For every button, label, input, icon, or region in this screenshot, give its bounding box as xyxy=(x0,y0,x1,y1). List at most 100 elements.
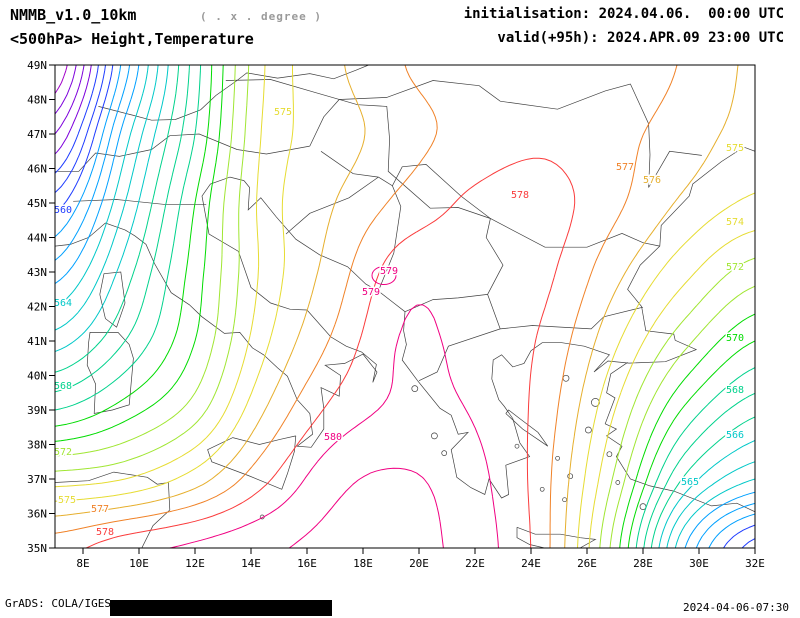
contour-569 xyxy=(55,65,755,548)
svg-text:574: 574 xyxy=(726,217,744,228)
corsica xyxy=(99,271,126,328)
svg-text:572: 572 xyxy=(54,447,72,458)
island xyxy=(562,497,567,503)
lon-label: 18E xyxy=(353,557,373,570)
island xyxy=(555,455,560,461)
svg-text:580: 580 xyxy=(324,432,342,443)
balkan-aegean-blacksea-coast xyxy=(243,146,755,499)
crete xyxy=(516,526,597,548)
svg-text:576: 576 xyxy=(643,175,661,186)
contour-568 xyxy=(55,65,755,548)
island xyxy=(615,480,621,485)
island xyxy=(539,486,545,492)
contour-560 xyxy=(55,65,755,548)
pannonia-border xyxy=(320,151,491,219)
contour-563 xyxy=(55,65,755,548)
lon-label: 16E xyxy=(297,557,317,570)
map-outlines xyxy=(55,65,755,548)
svg-text:566: 566 xyxy=(726,430,744,441)
contour-579 xyxy=(169,304,499,548)
lon-label: 14E xyxy=(241,557,261,570)
lat-label: 40N xyxy=(27,370,47,383)
lat-label: 44N xyxy=(27,232,47,245)
contour-578 xyxy=(85,157,576,548)
lon-label: 22E xyxy=(465,557,485,570)
lat-label: 43N xyxy=(27,266,47,279)
contour-557 xyxy=(55,65,92,155)
italy-coast xyxy=(55,176,378,448)
island xyxy=(606,451,613,458)
svg-text:568: 568 xyxy=(726,385,744,396)
lat-label: 46N xyxy=(27,163,47,176)
render-timestamp: 2024-04-06-07:30 xyxy=(683,601,789,614)
lon-label: 28E xyxy=(633,557,653,570)
lon-label: 26E xyxy=(577,557,597,570)
svg-text:577: 577 xyxy=(91,504,109,515)
euboea xyxy=(505,409,549,447)
svg-text:578: 578 xyxy=(96,527,114,538)
contour-559 xyxy=(55,65,755,548)
svg-text:565: 565 xyxy=(681,477,699,488)
footer-bar xyxy=(110,600,332,616)
field-title: <500hPa> Height,Temperature xyxy=(10,30,254,48)
svg-text:560: 560 xyxy=(54,205,72,216)
lon-label: 12E xyxy=(185,557,205,570)
lon-label: 24E xyxy=(521,557,541,570)
svg-text:575: 575 xyxy=(274,107,292,118)
lon-label: 20E xyxy=(409,557,429,570)
svg-text:579: 579 xyxy=(380,266,398,277)
lat-label: 47N xyxy=(27,128,47,141)
danube-river xyxy=(225,79,660,248)
contour-558 xyxy=(55,65,99,174)
svg-text:572: 572 xyxy=(726,262,744,273)
north-africa-coast xyxy=(55,471,171,548)
contour-567 xyxy=(55,65,755,548)
contour-561 xyxy=(55,65,755,548)
albania-macedonia-border xyxy=(404,294,488,313)
contour-562 xyxy=(55,65,755,548)
serbia-bulgaria-border xyxy=(485,218,504,330)
contour-555 xyxy=(55,65,77,115)
lon-label: 8E xyxy=(76,557,89,570)
contour-572 xyxy=(55,65,755,548)
anatolia-west-coast xyxy=(604,362,755,513)
contour-576 xyxy=(55,65,739,548)
lat-label: 36N xyxy=(27,508,47,521)
contour-574 xyxy=(55,65,755,548)
grads-credit: GrADS: COLA/IGES xyxy=(5,597,111,610)
contour-566 xyxy=(55,65,755,548)
island xyxy=(585,426,592,434)
contour-573 xyxy=(55,65,755,548)
lat-label: 45N xyxy=(27,197,47,210)
lon-label: 10E xyxy=(129,557,149,570)
croatia-bosnia-border xyxy=(285,176,379,235)
bosnia-serbia-border xyxy=(378,185,402,292)
moldova-border xyxy=(648,150,702,188)
svg-text:575: 575 xyxy=(58,495,76,506)
sardinia xyxy=(86,332,134,414)
lat-label: 48N xyxy=(27,94,47,107)
model-title: NMMB_v1.0_10km xyxy=(10,6,137,24)
valid-time-label: valid(+95h): 2024.APR.09 23:00 UTC xyxy=(497,30,784,46)
island xyxy=(431,432,438,440)
lat-label: 39N xyxy=(27,404,47,417)
greece-north-border xyxy=(418,306,644,382)
contour-556 xyxy=(55,65,85,135)
contour-580 xyxy=(288,467,444,548)
island xyxy=(514,443,520,449)
alps-border xyxy=(55,133,310,172)
contour-564 xyxy=(55,65,755,548)
contour-570 xyxy=(55,65,755,548)
svg-text:570: 570 xyxy=(726,333,744,344)
contour-575 xyxy=(55,65,755,548)
lat-label: 37N xyxy=(27,473,47,486)
init-time-label: initialisation: 2024.04.06. 00:00 UTC xyxy=(463,6,784,22)
island xyxy=(567,473,574,480)
lat-label: 42N xyxy=(27,301,47,314)
lon-label: 30E xyxy=(689,557,709,570)
po-river xyxy=(73,199,207,206)
island xyxy=(562,374,570,382)
